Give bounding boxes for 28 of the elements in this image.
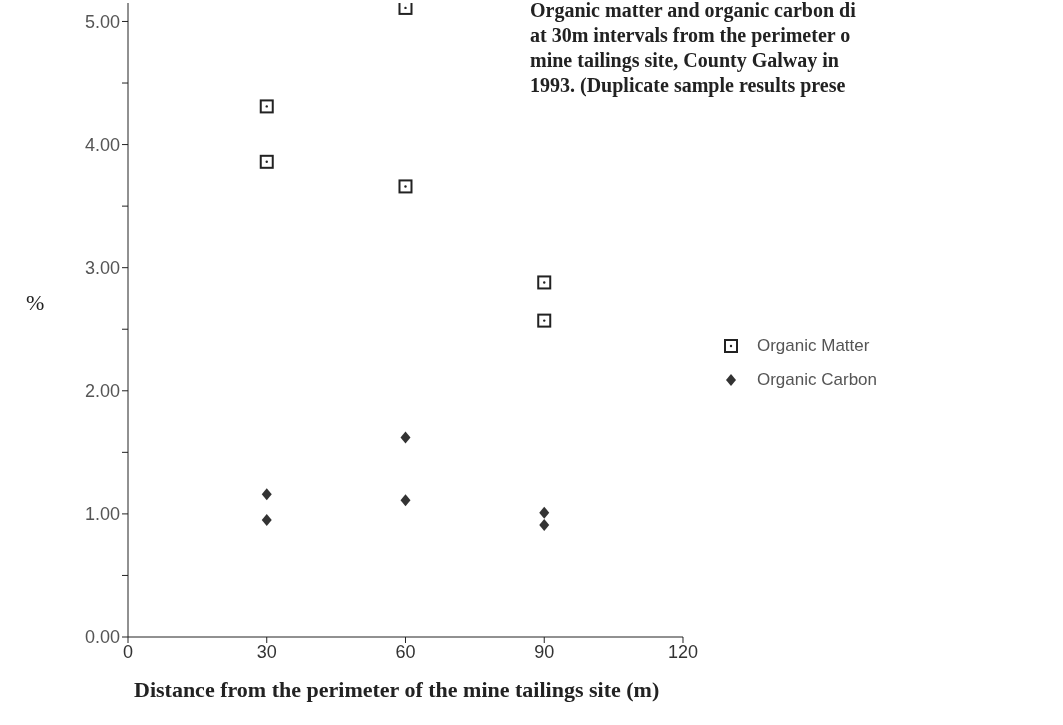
y-tick-label: 3.00 bbox=[84, 258, 120, 279]
point bbox=[539, 518, 550, 531]
point bbox=[398, 3, 413, 15]
y-tick-label: 2.00 bbox=[84, 381, 120, 402]
point bbox=[539, 506, 550, 519]
x-tick-label: 120 bbox=[667, 641, 699, 662]
y-tick-label: 5.00 bbox=[84, 11, 120, 32]
point bbox=[537, 275, 552, 290]
x-tick-label: 60 bbox=[395, 641, 416, 662]
point bbox=[398, 179, 413, 194]
y-tick-label: 0.00 bbox=[84, 627, 120, 648]
x-tick-label: 30 bbox=[256, 641, 277, 662]
x-tick-label: 0 bbox=[122, 641, 134, 662]
y-tick-label: 4.00 bbox=[84, 134, 120, 155]
x-axis-title: Distance from the perimeter of the mine tailings site (m) bbox=[134, 677, 660, 703]
point bbox=[400, 431, 411, 444]
point bbox=[400, 494, 411, 507]
point bbox=[259, 154, 274, 169]
y-tick-label: 1.00 bbox=[84, 504, 120, 525]
legend-label: Organic Carbon bbox=[756, 369, 877, 390]
point bbox=[261, 488, 272, 501]
text: Organic matter and organic carbon di at 30m intervals from the perimeter o mine tailings site, County Galway in 1993. (Duplicate sample results prese bbox=[530, 0, 856, 98]
y-axis-title: % bbox=[26, 290, 45, 316]
legend-label: Organic Matter bbox=[756, 335, 870, 356]
point bbox=[537, 313, 552, 328]
x-tick-label: 90 bbox=[534, 641, 555, 662]
point bbox=[259, 99, 274, 114]
point bbox=[261, 514, 272, 527]
